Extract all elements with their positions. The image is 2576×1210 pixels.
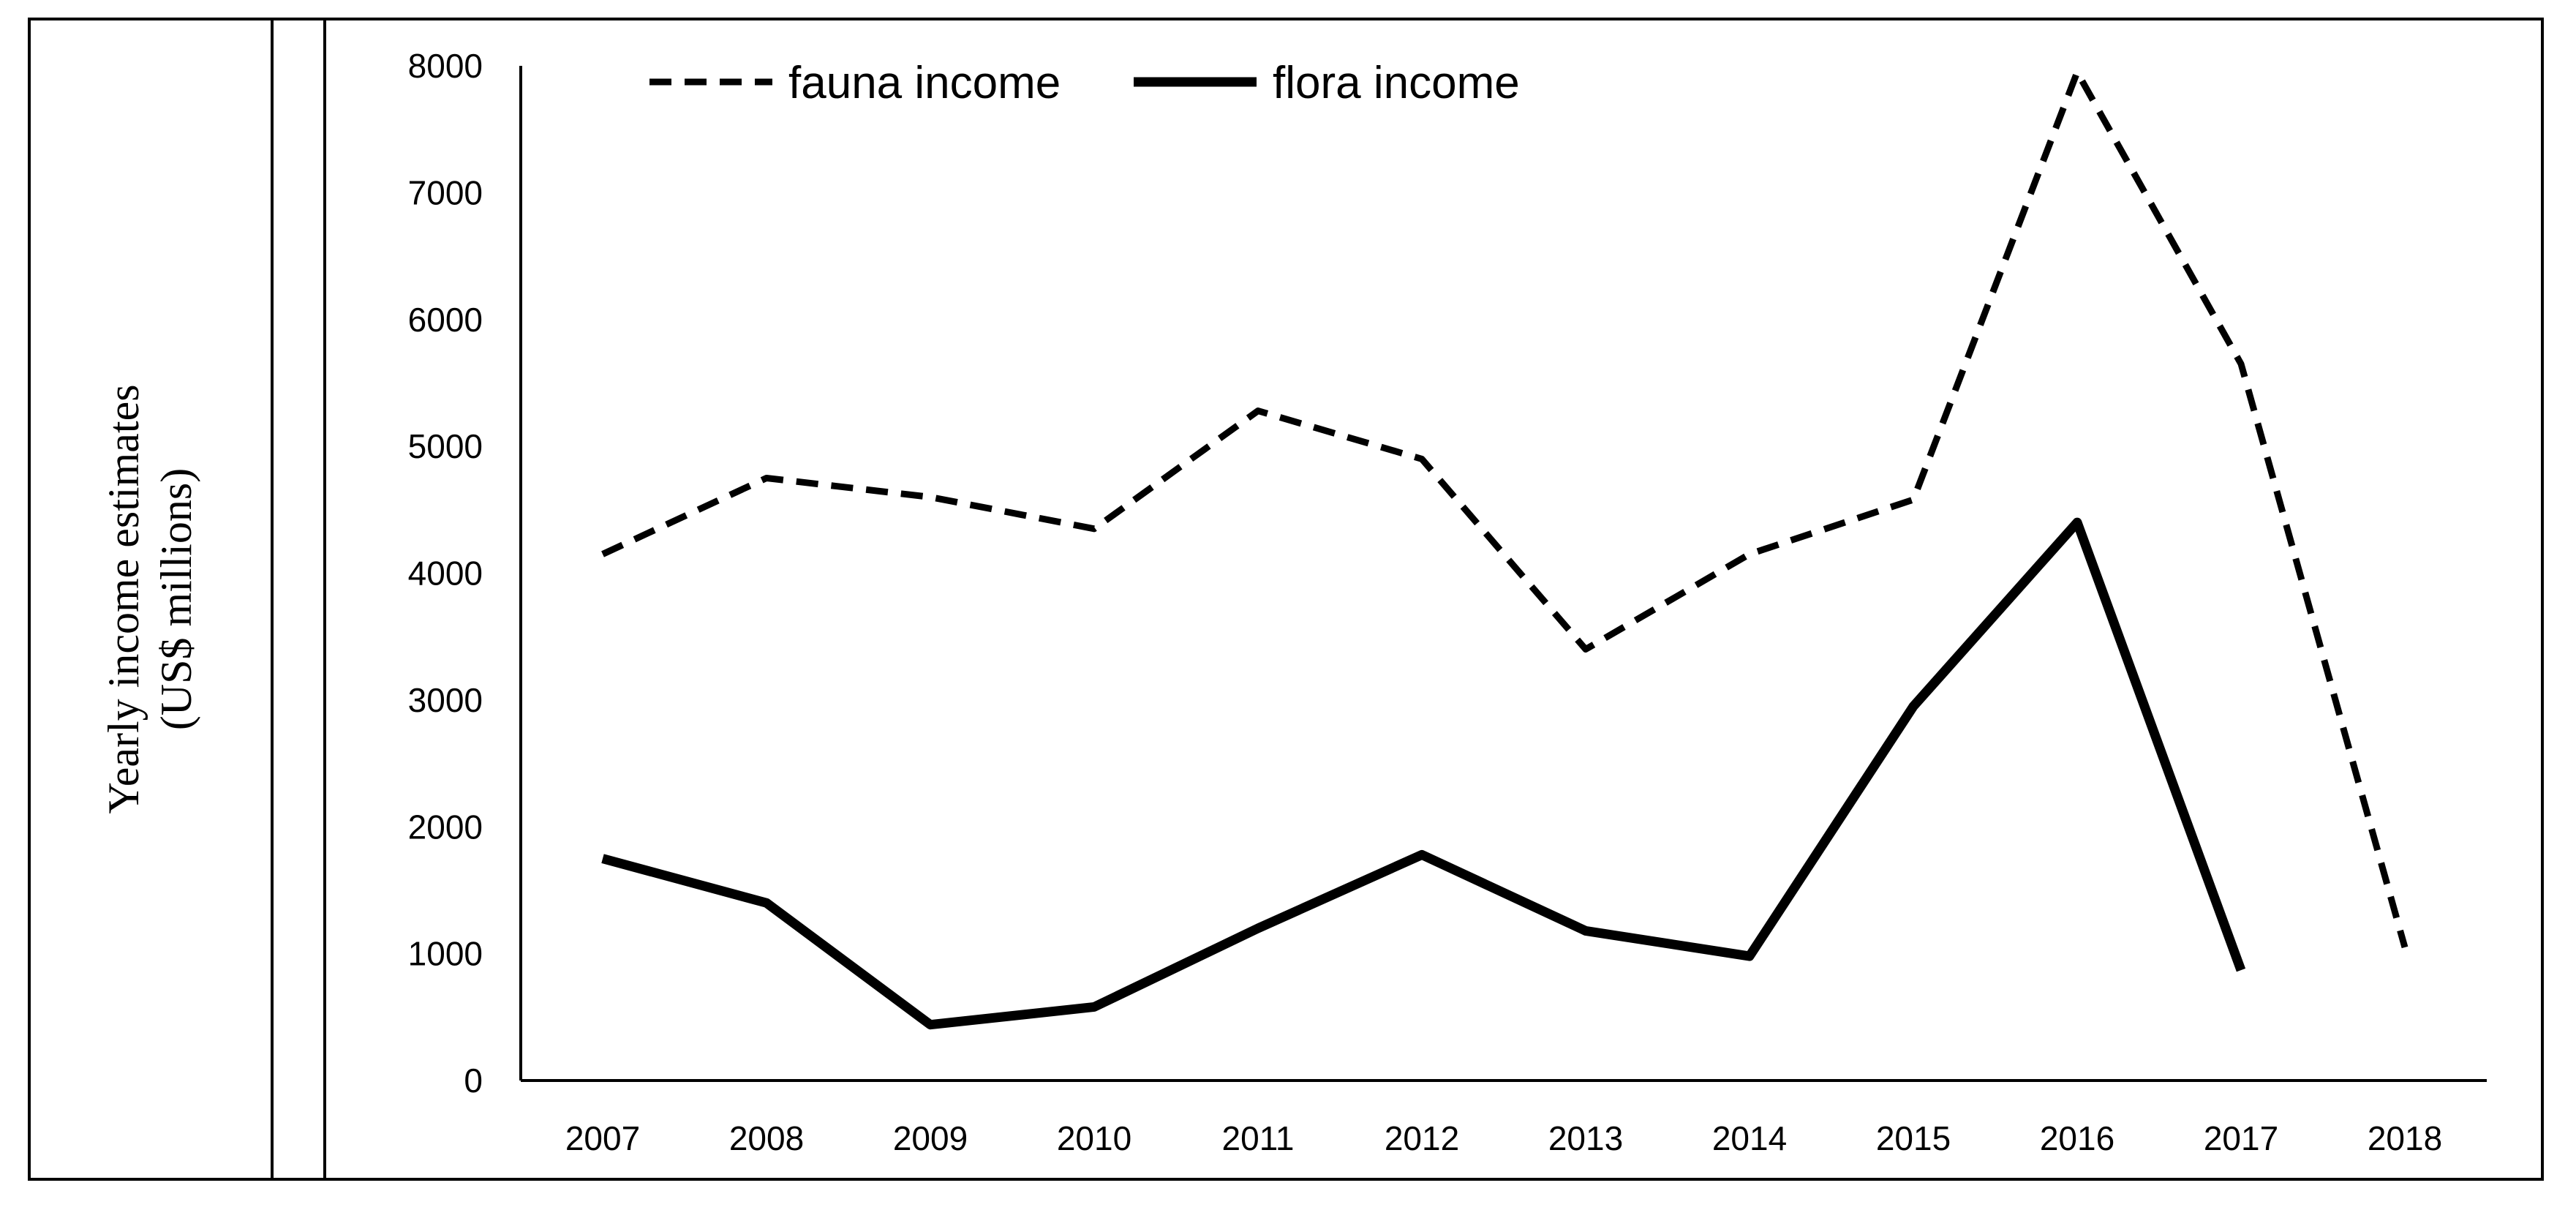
- x-tick-label: 2015: [1876, 1119, 1951, 1157]
- frame-divider: [323, 18, 326, 1181]
- data-point: [2076, 72, 2078, 73]
- legend: fauna income flora income: [649, 58, 1520, 108]
- x-tick-label: 2010: [1057, 1119, 1131, 1157]
- y-tick-label: 3000: [408, 681, 483, 719]
- x-tick-label: 2012: [1385, 1119, 1459, 1157]
- legend-label: fauna income: [788, 58, 1061, 108]
- y-tick-label: 6000: [408, 301, 483, 339]
- data-point: [1913, 499, 1914, 500]
- x-tick-label: 2014: [1712, 1119, 1787, 1157]
- series-group: [601, 69, 2409, 1030]
- y-tick-label: 2000: [408, 808, 483, 846]
- x-tick-label: 2013: [1548, 1119, 1623, 1157]
- y-tick-labels: 0 1000 2000 3000 4000 5000 6000 7000 8000: [408, 47, 483, 1100]
- y-tick-label: 4000: [408, 555, 483, 593]
- x-tick-label: 2017: [2204, 1119, 2278, 1157]
- x-tick-label: 2011: [1222, 1119, 1295, 1157]
- y-tick-label: 7000: [408, 173, 483, 211]
- frame-divider: [271, 18, 274, 1181]
- x-tick-label: 2008: [729, 1119, 804, 1157]
- legend-label: flora income: [1273, 58, 1520, 108]
- fauna-income-line: [601, 69, 2409, 949]
- data-point: [930, 496, 931, 497]
- x-tick-label: 2007: [565, 1119, 640, 1157]
- y-tick-label: 0: [464, 1061, 483, 1100]
- flora-income-line: [601, 517, 2246, 1030]
- x-tick-label: 2016: [2040, 1119, 2114, 1157]
- y-tick-label: 1000: [408, 935, 483, 973]
- x-tick-label: 2009: [893, 1119, 968, 1157]
- data-point: [1749, 553, 1750, 555]
- y-tick-label: 5000: [408, 427, 483, 465]
- x-tick-labels: 2007 2008 2009 2010 2011 2012 2013 2014 2015 2016…: [565, 1119, 2442, 1157]
- y-tick-label: 8000: [408, 47, 483, 85]
- x-tick-label: 2018: [2368, 1119, 2442, 1157]
- chart-frame: [28, 18, 2544, 1181]
